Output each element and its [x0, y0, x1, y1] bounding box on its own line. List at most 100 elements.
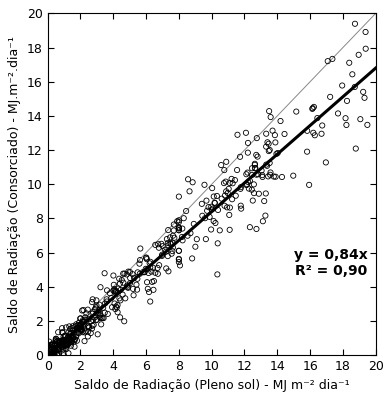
- Point: [147, 260, 153, 266]
- Point: [169, 240, 176, 246]
- Point: [134, 276, 140, 282]
- Point: [76, 330, 82, 336]
- Point: [74, 338, 80, 344]
- Point: [339, 82, 345, 89]
- Point: [201, 182, 208, 188]
- Point: [154, 265, 161, 271]
- Point: [115, 285, 122, 292]
- Point: [51, 348, 57, 354]
- Point: [134, 286, 140, 293]
- Point: [54, 351, 60, 357]
- Point: [176, 227, 182, 233]
- Point: [180, 237, 186, 244]
- Point: [88, 330, 94, 336]
- Point: [56, 342, 63, 348]
- Point: [63, 332, 69, 339]
- Point: [76, 320, 82, 326]
- Point: [270, 173, 277, 180]
- Point: [83, 310, 89, 316]
- Point: [72, 336, 78, 342]
- Point: [112, 306, 118, 312]
- Point: [133, 282, 140, 288]
- Point: [47, 342, 54, 348]
- Point: [91, 314, 98, 321]
- Point: [230, 180, 236, 186]
- Point: [67, 338, 74, 345]
- Point: [142, 269, 148, 275]
- Point: [64, 336, 71, 343]
- Point: [267, 114, 274, 120]
- Point: [346, 60, 352, 66]
- Point: [53, 337, 59, 344]
- Point: [46, 352, 53, 358]
- Point: [53, 348, 60, 355]
- Point: [59, 340, 65, 346]
- Point: [342, 115, 348, 122]
- Point: [176, 224, 182, 231]
- Point: [60, 334, 67, 340]
- Point: [169, 250, 175, 257]
- Point: [100, 304, 106, 311]
- Point: [273, 151, 279, 157]
- Point: [102, 270, 108, 276]
- Point: [62, 333, 68, 340]
- Point: [116, 295, 123, 302]
- Point: [78, 328, 84, 334]
- Point: [189, 255, 195, 262]
- Point: [64, 342, 70, 349]
- Point: [329, 56, 336, 62]
- Point: [245, 179, 251, 185]
- Point: [62, 332, 68, 339]
- Point: [238, 184, 244, 190]
- Point: [253, 172, 260, 178]
- Point: [243, 171, 249, 178]
- Point: [50, 343, 56, 350]
- Point: [310, 105, 316, 111]
- Point: [245, 140, 251, 146]
- Point: [46, 352, 53, 358]
- Point: [58, 344, 65, 350]
- Point: [47, 352, 53, 358]
- Point: [131, 275, 137, 281]
- Point: [290, 172, 296, 179]
- Point: [53, 336, 59, 342]
- Point: [48, 351, 54, 358]
- Point: [141, 269, 147, 276]
- Point: [309, 106, 316, 112]
- Point: [176, 259, 182, 265]
- Point: [267, 160, 273, 166]
- Point: [179, 225, 185, 232]
- Point: [144, 279, 150, 286]
- Point: [62, 337, 68, 343]
- Point: [363, 29, 369, 35]
- Point: [91, 322, 97, 328]
- Point: [145, 270, 152, 276]
- Point: [137, 270, 143, 277]
- Point: [54, 346, 60, 353]
- Point: [122, 270, 128, 277]
- Point: [53, 337, 59, 344]
- Point: [272, 132, 278, 138]
- Point: [127, 269, 133, 275]
- Point: [258, 167, 265, 174]
- Point: [66, 323, 73, 330]
- Point: [80, 317, 86, 323]
- Point: [85, 323, 91, 330]
- Point: [155, 271, 161, 277]
- Point: [147, 264, 153, 271]
- Point: [56, 340, 62, 346]
- Point: [67, 336, 74, 343]
- Point: [82, 338, 88, 344]
- Point: [264, 139, 270, 146]
- Point: [81, 320, 87, 327]
- Point: [53, 336, 59, 342]
- Point: [176, 256, 182, 262]
- Point: [148, 268, 154, 275]
- Point: [65, 350, 72, 356]
- Point: [327, 94, 333, 100]
- Point: [117, 297, 123, 304]
- Point: [59, 338, 65, 344]
- Point: [49, 352, 55, 358]
- Point: [72, 337, 78, 343]
- Point: [47, 347, 54, 354]
